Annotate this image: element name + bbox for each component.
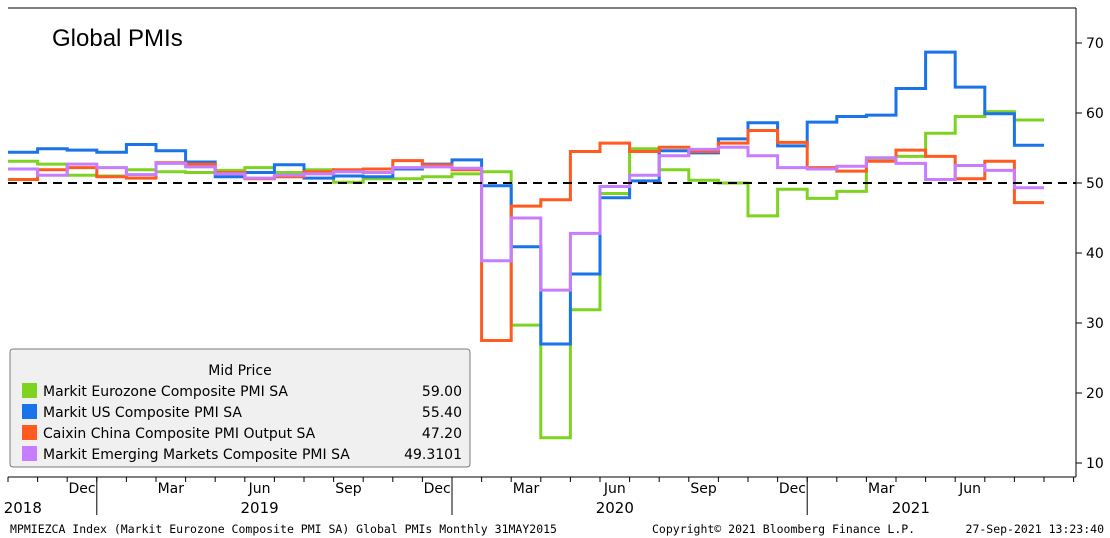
x-year-label: 2018: [4, 499, 42, 517]
legend-series-name: Markit US Composite PMI SA: [43, 405, 242, 421]
footer-source: MPMIEZCA Index (Markit Eurozone Composit…: [10, 522, 557, 536]
legend-last-value: 47.20: [422, 426, 462, 442]
series-line-markit-emerging-markets-composite-pmi-sa: [8, 145, 1044, 292]
series-layer: [8, 50, 1076, 440]
x-tick-label: Mar: [868, 481, 895, 497]
x-tick-label: Sep: [335, 481, 362, 497]
x-tick-label: Dec: [68, 481, 95, 497]
footer-copyright: Copyright© 2021 Bloomberg Finance L.P.: [652, 522, 915, 536]
footer: MPMIEZCA Index (Markit Eurozone Composit…: [10, 522, 1104, 536]
axes: 10 20 30 40 50 60 70 Dec Mar Jun Sep Dec Mar Jun Sep De…: [4, 7, 1104, 517]
y-tick-label: 50: [1086, 176, 1104, 192]
legend-series-name: Markit Emerging Markets Composite PMI SA: [43, 447, 350, 463]
x-year-label: 2019: [241, 499, 279, 517]
x-tick-label: Sep: [690, 481, 717, 497]
x-tick-label: Dec: [779, 481, 806, 497]
y-tick-label: 10: [1086, 456, 1104, 472]
legend-header: Mid Price: [208, 363, 271, 379]
legend-series-name: Markit Eurozone Composite PMI SA: [43, 384, 288, 400]
y-tick-label: 30: [1086, 316, 1104, 332]
x-year-label: 2020: [596, 499, 634, 517]
x-tick-label: Jun: [248, 481, 271, 497]
x-year-label: 2021: [892, 499, 930, 517]
legend-swatch: [22, 425, 37, 440]
x-tick-label: Jun: [603, 481, 626, 497]
legend: Mid Price Markit Eurozone Composite PMI …: [9, 348, 471, 468]
chart-title: Global PMIs: [52, 25, 183, 52]
legend-swatch: [22, 404, 37, 419]
x-tick-label: Mar: [158, 481, 185, 497]
legend-last-value: 55.40: [422, 405, 462, 421]
x-tick-label: Mar: [513, 481, 540, 497]
y-tick-label: 20: [1086, 386, 1104, 402]
legend-last-value: 59.00: [422, 384, 462, 400]
y-tick-label: 60: [1086, 106, 1104, 122]
legend-swatch: [22, 383, 37, 398]
legend-swatch: [22, 446, 37, 461]
legend-series-name: Caixin China Composite PMI Output SA: [43, 426, 316, 442]
legend-last-value: 49.3101: [404, 447, 462, 463]
y-tick-label: 70: [1086, 36, 1104, 52]
x-tick-label: Dec: [424, 481, 451, 497]
series-line-markit-us-composite-pmi-sa: [8, 50, 1044, 346]
y-tick-label: 40: [1086, 246, 1104, 262]
legend-box: [9, 348, 471, 468]
x-tick-label: Jun: [958, 481, 981, 497]
footer-timestamp: 27-Sep-2021 13:23:40: [966, 522, 1105, 536]
